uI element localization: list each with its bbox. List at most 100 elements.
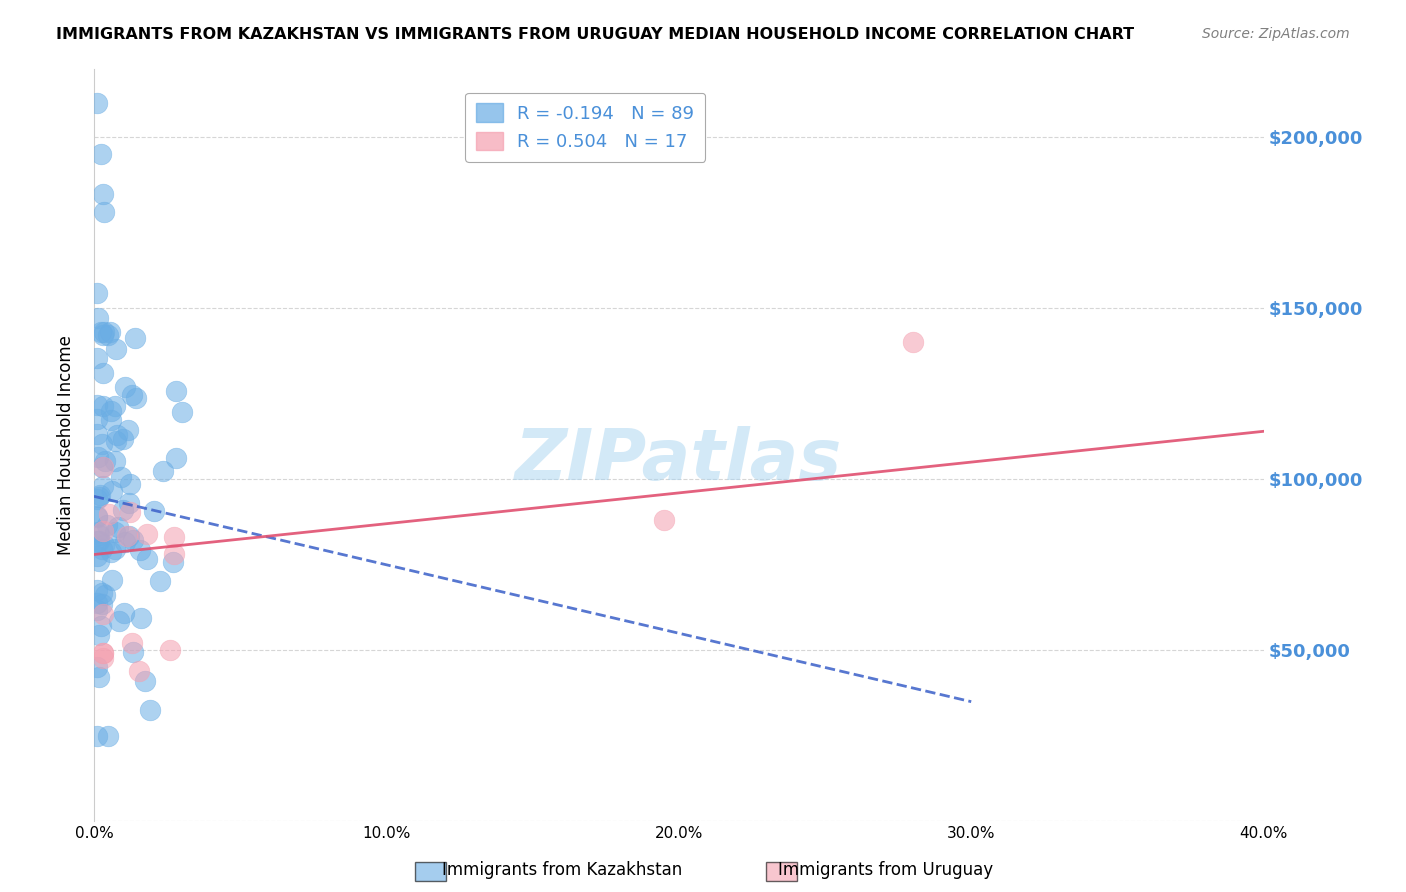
Point [93,325,115,339]
Point [89,488,111,502]
Y-axis label: Median Household Income: Median Household Income [58,335,75,555]
Point [91,437,114,451]
Point [87,554,110,568]
Point [159,642,181,657]
Point [86,596,108,610]
Point [104,542,127,557]
Point [122,645,145,659]
Point [110,470,132,484]
Point [91,399,114,413]
Point [134,673,156,688]
Point [86,729,108,743]
Point [152,464,174,478]
Point [90,597,112,611]
Point [86,95,108,110]
Point [162,555,184,569]
Point [104,453,127,467]
Point [100,412,122,426]
Point [93,205,115,219]
Point [104,524,127,539]
Point [94,588,117,602]
Point [107,519,129,533]
Point [100,404,122,418]
Point [100,545,122,559]
Point [86,351,108,366]
Point [87,311,110,326]
Point [87,525,110,540]
Point [86,582,108,597]
Point [101,573,124,587]
Point [121,387,143,401]
Point [91,187,114,202]
Point [118,528,141,542]
Point [165,384,187,398]
Point [163,530,186,544]
Point [129,610,152,624]
Point [89,527,111,541]
Point [86,285,108,300]
Point [96,517,118,532]
Point [86,426,108,441]
Point [86,492,108,507]
Text: ZIPatlas: ZIPatlas [515,425,842,494]
Point [142,504,165,518]
Point [108,614,131,628]
Point [86,660,108,674]
Point [90,326,112,340]
Point [128,664,150,678]
Point [87,490,110,504]
Point [93,454,115,468]
Point [91,646,114,660]
Point [98,508,121,522]
Point [148,574,170,588]
Point [118,476,141,491]
Point [115,529,138,543]
Point [125,391,148,405]
Point [87,450,110,464]
Point [121,533,143,547]
Legend: R = -0.194   N = 89, R = 0.504   N = 17: R = -0.194 N = 89, R = 0.504 N = 17 [465,93,706,162]
Point [163,547,186,561]
Text: Source: ZipAtlas.com: Source: ZipAtlas.com [1202,27,1350,41]
Point [136,527,159,541]
Point [104,342,127,356]
Text: Immigrants from Uruguay: Immigrants from Uruguay [778,861,994,879]
Point [91,586,114,600]
Point [114,380,136,394]
Point [86,534,108,549]
Point [86,509,108,524]
Point [97,328,120,343]
Point [91,479,114,493]
Point [93,538,115,552]
Point [652,513,675,527]
Point [111,432,134,446]
Point [91,646,114,660]
Point [165,451,187,466]
Point [117,496,139,510]
Point [135,552,157,566]
Point [86,549,108,564]
Point [170,405,193,419]
Point [901,335,924,350]
Point [86,603,108,617]
Point [91,460,114,475]
Point [91,524,114,539]
Point [91,542,114,557]
Point [114,535,136,549]
Point [98,325,121,339]
Point [105,434,128,449]
Point [91,460,114,475]
Point [91,328,114,343]
Point [139,703,162,717]
Point [105,428,128,442]
Text: Immigrants from Kazakhstan: Immigrants from Kazakhstan [443,861,682,879]
Point [114,606,136,620]
Point [86,412,108,426]
Point [90,619,112,633]
Point [117,423,139,437]
Text: IMMIGRANTS FROM KAZAKHSTAN VS IMMIGRANTS FROM URUGUAY MEDIAN HOUSEHOLD INCOME CO: IMMIGRANTS FROM KAZAKHSTAN VS IMMIGRANTS… [56,27,1135,42]
Point [90,147,112,161]
Point [104,399,127,413]
Point [91,607,114,621]
Point [86,398,108,412]
